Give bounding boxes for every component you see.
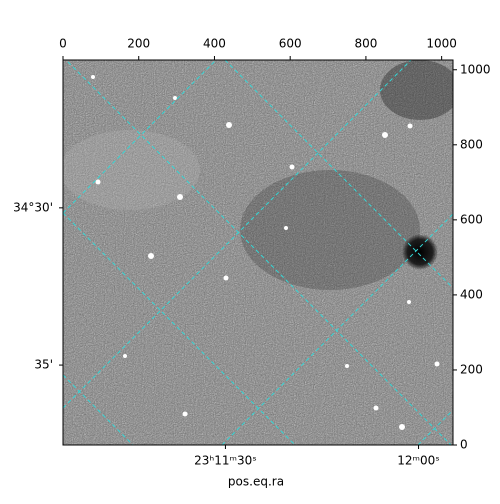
frame (62, 59, 454, 446)
dec-tick-label: 34°30' (13, 200, 53, 214)
image (63, 60, 453, 445)
y-tick-label: 400 (460, 287, 483, 301)
x-tick-label: 1000 (426, 37, 457, 51)
y-tick-label: 0 (460, 438, 468, 452)
x-tick-label: 600 (279, 37, 302, 51)
x-tick-label: 200 (127, 37, 150, 51)
x-tick-label: 0 (59, 37, 67, 51)
x-tick-label: 400 (203, 37, 226, 51)
ra-tick-label: 12ᵐ00ˢ (397, 454, 440, 468)
y-tick-label: 200 (460, 362, 483, 376)
y-tick-label: 1000 (460, 62, 491, 76)
coordinate-grid (63, 60, 453, 445)
y-tick-label: 600 (460, 212, 483, 226)
dec-tick-label: 35' (34, 358, 53, 372)
x-axis-label: pos.eq.ra (228, 475, 284, 489)
ra-tick-label: 23ʰ11ᵐ30ˢ (194, 454, 257, 468)
y-tick-label: 800 (460, 137, 483, 151)
x-tick-label: 800 (354, 37, 377, 51)
